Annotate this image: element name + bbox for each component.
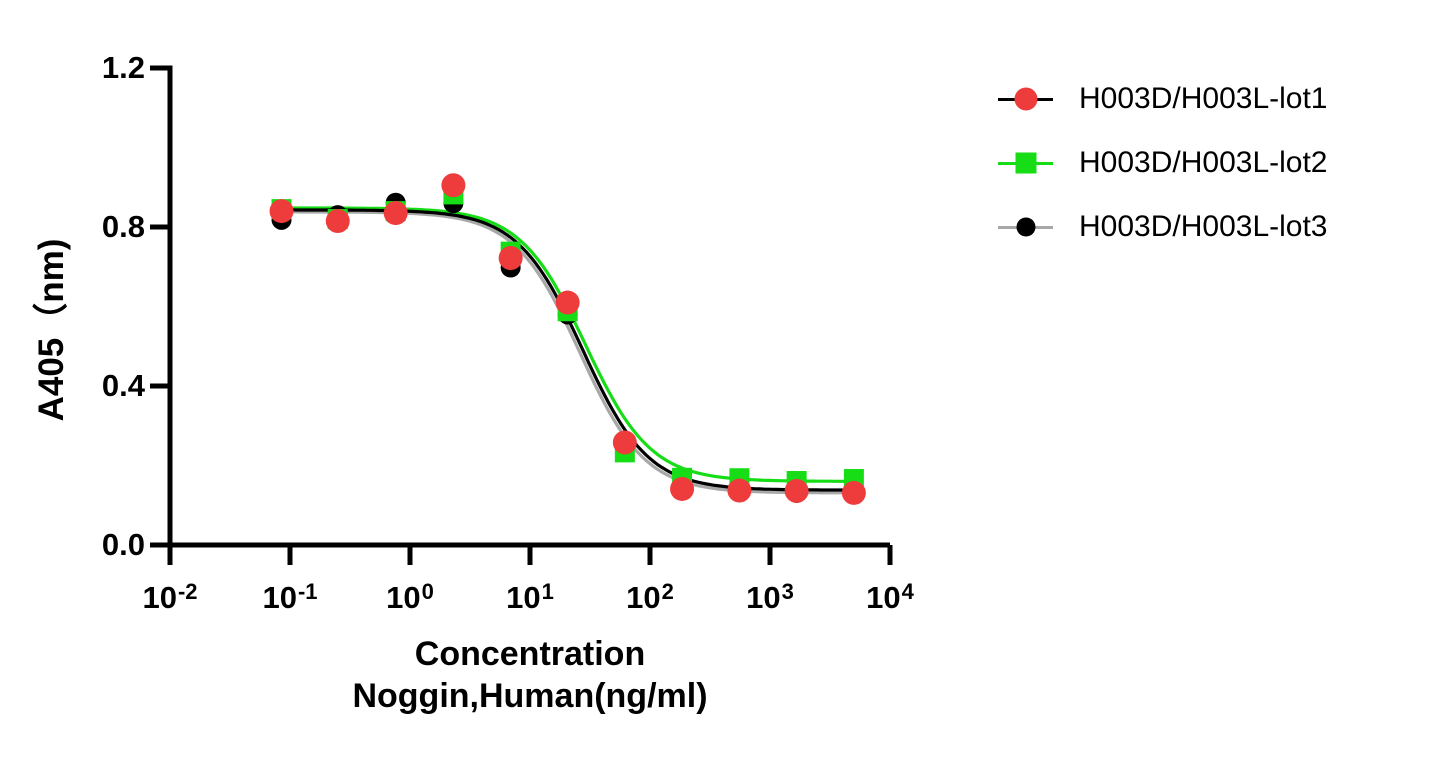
data-point-H003D/H003L-lot1 (325, 209, 350, 234)
x-tick-label: 100 (386, 579, 434, 615)
data-point-H003D/H003L-lot1 (727, 478, 752, 503)
y-tick-label: 0.4 (101, 368, 145, 403)
legend-label: H003D/H003L-lot1 (1079, 82, 1328, 115)
legend-label: H003D/H003L-lot3 (1079, 210, 1328, 243)
x-tick-label: 104 (866, 579, 914, 615)
x-tick-label: 102 (626, 579, 674, 615)
circle-marker-icon (1016, 217, 1035, 237)
fit-curve-H003D/H003L-lot1 (281, 208, 854, 492)
data-point-H003D/H003L-lot1 (498, 246, 523, 271)
x-tick-exponent: 1 (541, 579, 554, 604)
x-axis-title-line2: Noggin,Human(ng/ml) (352, 677, 708, 715)
x-tick-label: 101 (506, 579, 554, 615)
x-tick-label: 10-2 (142, 579, 198, 615)
legend-item-lot3: H003D/H003L-lot3 (998, 207, 1327, 247)
legend-label: H003D/H003L-lot2 (1079, 146, 1328, 179)
axes (150, 65, 893, 565)
data-point-H003D/H003L-lot1 (841, 480, 866, 505)
data-point-H003D/H003L-lot1 (269, 199, 294, 224)
x-tick-exponent: 3 (781, 579, 794, 604)
y-tick-label: 0.0 (101, 527, 145, 562)
legend-line-sample (998, 87, 1053, 111)
data-point-H003D/H003L-lot1 (612, 430, 637, 455)
x-tick-exponent: -2 (177, 579, 198, 604)
square-marker-icon (1015, 152, 1036, 174)
y-axis-title: A405（nm) (32, 238, 71, 422)
x-tick-exponent: 0 (421, 579, 434, 604)
x-tick-exponent: -1 (297, 579, 318, 604)
data-point-H003D/H003L-lot1 (784, 478, 809, 503)
data-point-H003D/H003L-lot1 (441, 173, 466, 198)
data-point-H003D/H003L-lot1 (670, 476, 695, 501)
x-tick-label: 103 (746, 579, 794, 615)
x-tick-exponent: 4 (901, 579, 914, 604)
legend-item-lot2: H003D/H003L-lot2 (998, 143, 1327, 183)
legend-line-sample (998, 217, 1053, 237)
x-tick-label: 10-1 (262, 579, 318, 615)
y-tick-label: 1.2 (101, 50, 145, 85)
x-axis-title-line1: Concentration (414, 635, 646, 673)
legend-line-sample (998, 152, 1053, 174)
legend-item-lot1: H003D/H003L-lot1 (998, 79, 1327, 119)
circle-marker-icon (1014, 87, 1037, 111)
data-point-H003D/H003L-lot1 (555, 290, 580, 315)
x-tick-exponent: 2 (661, 579, 674, 604)
y-tick-label: 0.8 (101, 209, 145, 244)
fit-curve-H003D/H003L-lot2 (281, 206, 854, 483)
data-point-H003D/H003L-lot1 (383, 201, 408, 226)
fit-curve-H003D/H003L-lot3 (281, 210, 854, 495)
x-axis-title: Concentration Noggin,Human(ng/ml) (170, 633, 890, 717)
